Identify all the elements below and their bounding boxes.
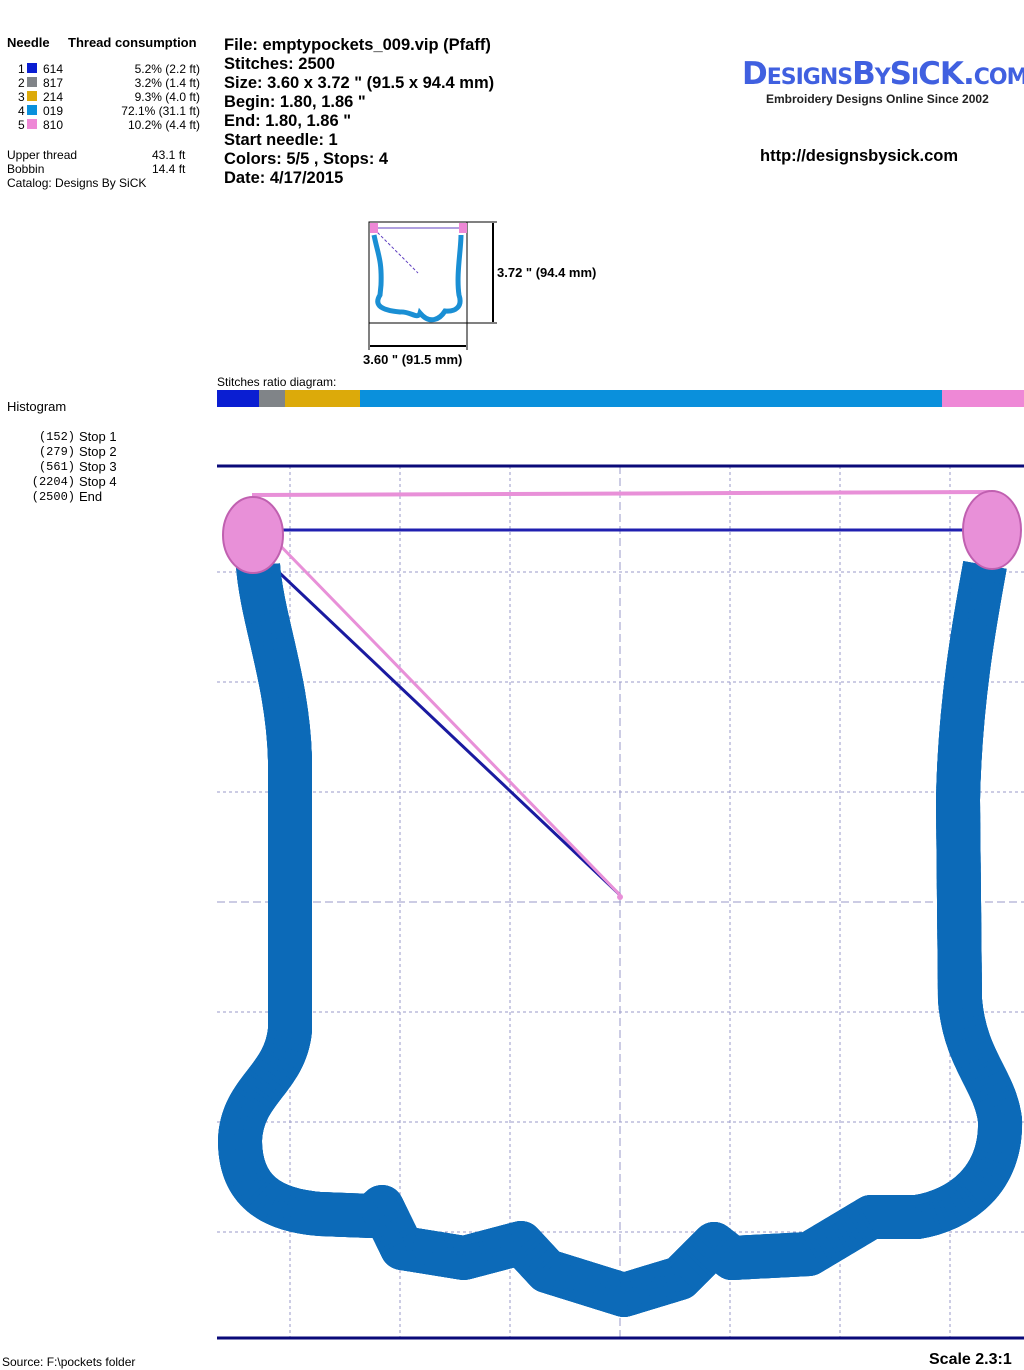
needle-row: 2 817 3.2% (1.4 ft): [7, 76, 207, 90]
date: Date: 4/17/2015: [224, 169, 344, 187]
scale: Scale 2.3:1: [929, 1351, 1012, 1368]
brand-tagline: Embroidery Designs Online Since 2002: [766, 92, 989, 106]
ratio-segment-4: [359, 390, 942, 407]
source-path: Source: F:\pockets folder: [2, 1355, 136, 1369]
histogram-stops: (152) Stop 1 (279) Stop 2 (561) Stop 3 (220…: [0, 429, 200, 504]
file: File: emptypockets_009.vip (Pfaff): [224, 36, 491, 54]
needle-number: 1: [18, 62, 25, 76]
bobbin-value: 14.4 ft: [152, 162, 186, 176]
stop-label: Stop 4: [79, 474, 117, 489]
brand-logo: DesignsBySiCK.com: [742, 56, 1024, 92]
needle-number: 2: [18, 76, 25, 90]
needle-row: 1 614 5.2% (2.2 ft): [7, 62, 207, 76]
thumbnail-frame: [368, 221, 468, 324]
histogram-stop: (2500) End: [0, 489, 200, 504]
thumbnail-pink-left: [370, 223, 378, 233]
ratio-segment-3: [284, 390, 360, 407]
catalog: Catalog: Designs By SiCK: [7, 176, 147, 190]
stop-count: (2204): [31, 475, 75, 489]
color-swatch: [27, 91, 37, 101]
histogram-stop: (152) Stop 1: [0, 429, 200, 444]
ratio-segment-5: [941, 390, 1024, 407]
color-swatch: [27, 119, 37, 129]
stop-label: Stop 2: [79, 444, 117, 459]
thread-consumption: 5.2% (2.2 ft): [134, 62, 200, 76]
pink-diagonal-line: [266, 531, 622, 897]
stop-label: End: [79, 489, 103, 504]
start-needle: Start needle: 1: [224, 131, 338, 149]
ratio-label: Stitches ratio diagram:: [217, 375, 337, 389]
thread-code: 614: [43, 62, 64, 76]
stop-count: (279): [38, 445, 75, 459]
thread-consumption: 72.1% (31.1 ft): [121, 104, 200, 118]
thread-code: 019: [43, 104, 64, 118]
blue-diagonal-line: [266, 560, 622, 897]
stop-count: (2500): [31, 490, 75, 504]
begin: Begin: 1.80, 1.86 ": [224, 93, 366, 111]
color-swatch: [27, 77, 37, 87]
colors-stops: Colors: 5/5 , Stops: 4: [224, 150, 389, 168]
needle-number: 5: [18, 118, 25, 132]
thread-consumption: 9.3% (4.0 ft): [134, 90, 200, 104]
design-info: File: emptypockets_009.vip (Pfaff) Stitc…: [224, 36, 494, 188]
ratio-segment-2: [258, 390, 285, 407]
needle-row: 4 019 72.1% (31.1 ft): [7, 104, 207, 118]
width-label: 3.60 " (91.5 mm): [363, 352, 463, 367]
stop-label: Stop 3: [79, 459, 117, 474]
upper-thread-label: Upper thread: [7, 148, 78, 162]
histogram-stop: (279) Stop 2: [0, 444, 200, 459]
color-swatch: [27, 105, 37, 115]
thumbnail-diagonal: [373, 228, 419, 274]
needle-number: 4: [18, 104, 25, 118]
bobbin-label: Bobbin: [7, 162, 45, 176]
pink-tab-left: [222, 496, 284, 574]
thumbnail: [368, 221, 497, 350]
needle-number: 3: [18, 90, 25, 104]
stitches-ratio-bar: [217, 390, 1024, 407]
stop-count: (561): [38, 460, 75, 474]
thread-consumption-header: Thread consumption: [68, 35, 197, 50]
ratio-segment-1: [217, 390, 259, 407]
upper-thread-value: 43.1 ft: [152, 148, 186, 162]
stop-count: (152): [38, 430, 75, 444]
needle-header: Needle: [7, 35, 50, 50]
thread-code: 810: [43, 118, 64, 132]
pink-tab-right: [962, 490, 1022, 570]
thumbnail-outline: [371, 234, 464, 323]
stitches: Stitches: 2500: [224, 55, 335, 73]
histogram-stop: (561) Stop 3: [0, 459, 200, 474]
histogram-title: Histogram: [7, 399, 67, 414]
end-point: [617, 894, 623, 900]
needle-row: 5 810 10.2% (4.4 ft): [7, 118, 207, 132]
thread-consumption: 10.2% (4.4 ft): [127, 118, 200, 132]
pink-jump-line: [251, 490, 991, 497]
stop-label: Stop 1: [79, 429, 117, 444]
histogram-stop: (2204) Stop 4: [0, 474, 200, 489]
grid: [217, 466, 1024, 1338]
size: Size: 3.60 x 3.72 " (91.5 x 94.4 mm): [224, 74, 495, 92]
thread-code: 817: [43, 76, 64, 90]
color-swatch: [27, 63, 37, 73]
thumbnail-pink-right: [459, 223, 467, 233]
thread-code: 214: [43, 90, 64, 104]
end: End: 1.80, 1.86 ": [224, 112, 352, 130]
height-label: 3.72 " (94.4 mm): [497, 265, 597, 280]
needle-row: 3 214 9.3% (4.0 ft): [7, 90, 207, 104]
thread-consumption: 3.2% (1.4 ft): [134, 76, 200, 90]
needle-list: 1 614 5.2% (2.2 ft) 2 817 3.2% (1.4 ft) 3 …: [7, 62, 207, 132]
brand-url[interactable]: http://designsbysick.com: [760, 147, 959, 165]
